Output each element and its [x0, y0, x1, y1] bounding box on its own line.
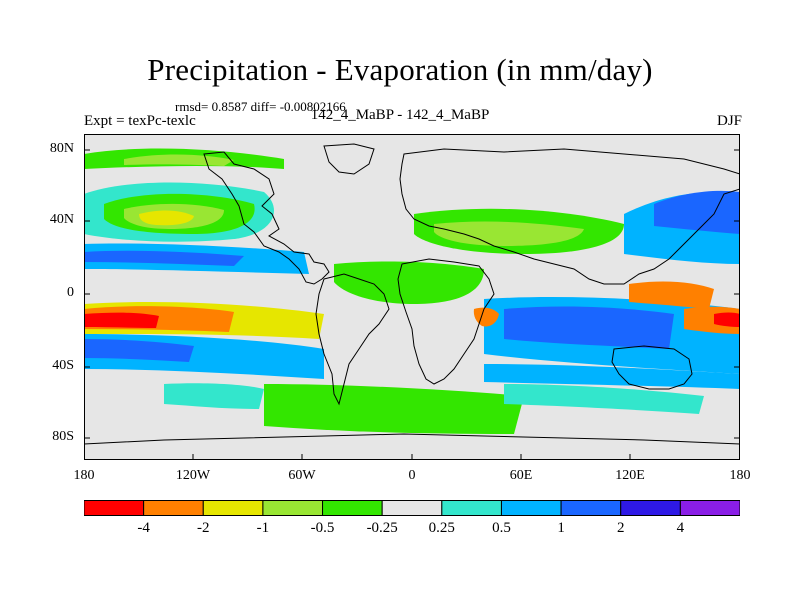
contour-blue	[504, 306, 674, 349]
x-tick-label: 180	[73, 468, 95, 483]
legend-color-box	[620, 500, 681, 516]
season-label: DJF	[716, 113, 742, 129]
contour-blue	[84, 250, 244, 266]
contour-blue	[654, 190, 740, 234]
x-tick-label: 60E	[509, 468, 533, 483]
y-tick-label: 80S	[52, 429, 74, 444]
legend-label: -4	[137, 520, 150, 536]
legend-color-box	[84, 500, 145, 516]
legend-label: -0.25	[366, 520, 398, 536]
legend-label: -1	[256, 520, 270, 536]
contour-orange	[629, 281, 714, 309]
legend-color-box	[202, 500, 264, 516]
continent-outlines	[84, 143, 740, 445]
contour-yellow	[139, 210, 194, 226]
contour-red	[84, 312, 159, 328]
period-label: 142_4_MaBP - 142_4_MaBP	[310, 107, 490, 123]
experiment-label: Expt = texPc-texlc	[84, 113, 196, 129]
contour-cyan	[504, 384, 704, 414]
legend-label: -0.5	[310, 520, 335, 536]
contour-lightgreen	[124, 154, 234, 166]
y-tick-label: 0	[67, 285, 74, 300]
legend-color-box	[322, 500, 383, 516]
tick-marks	[84, 149, 740, 460]
legend-label: 0.25	[428, 520, 455, 536]
legend-color-box	[262, 500, 324, 516]
y-tick-label: 40N	[49, 212, 74, 227]
legend-color-box	[679, 500, 740, 516]
antarctica-outline	[84, 433, 740, 445]
y-tick-label: 40S	[52, 358, 74, 373]
legend-label: 1	[557, 520, 565, 536]
contour-field	[84, 148, 740, 434]
greenland-outline	[323, 143, 375, 175]
y-tick-label: 80N	[49, 141, 74, 156]
stats-line: rmsd= 0.8587 diff= -0.00802166	[175, 99, 346, 114]
legend-color-box	[560, 500, 622, 516]
legend-color-box	[500, 500, 562, 516]
contour-lightgreen	[434, 221, 584, 246]
legend-label: 0.5	[492, 520, 511, 536]
contour-green	[334, 261, 484, 304]
chart-title: Precipitation - Evaporation (in mm/day)	[147, 52, 653, 87]
x-tick-label: 60W	[288, 468, 316, 483]
legend-label: -2	[197, 520, 210, 536]
contour-red	[714, 312, 740, 327]
x-tick-label: 120E	[615, 468, 645, 483]
x-tick-label: 0	[408, 468, 416, 483]
australia-outline	[611, 345, 693, 390]
legend-color-box	[381, 500, 443, 516]
contour-cyan	[164, 383, 264, 409]
legend-color-box	[441, 500, 502, 516]
contour-blue	[84, 339, 194, 362]
south-america-outline	[315, 273, 390, 406]
legend-label: 4	[676, 520, 685, 536]
map-plot	[84, 134, 740, 460]
legend-label: 2	[616, 520, 625, 536]
x-tick-label: 120W	[175, 468, 211, 483]
color-legend	[84, 500, 740, 516]
contour-green	[264, 384, 524, 434]
legend-color-box	[143, 500, 204, 516]
africa-outline	[397, 258, 495, 385]
europe-asia-outline	[399, 148, 740, 285]
north-america-outline	[203, 151, 330, 285]
x-tick-label: 180	[729, 468, 751, 483]
contour-lightblue	[484, 364, 740, 389]
